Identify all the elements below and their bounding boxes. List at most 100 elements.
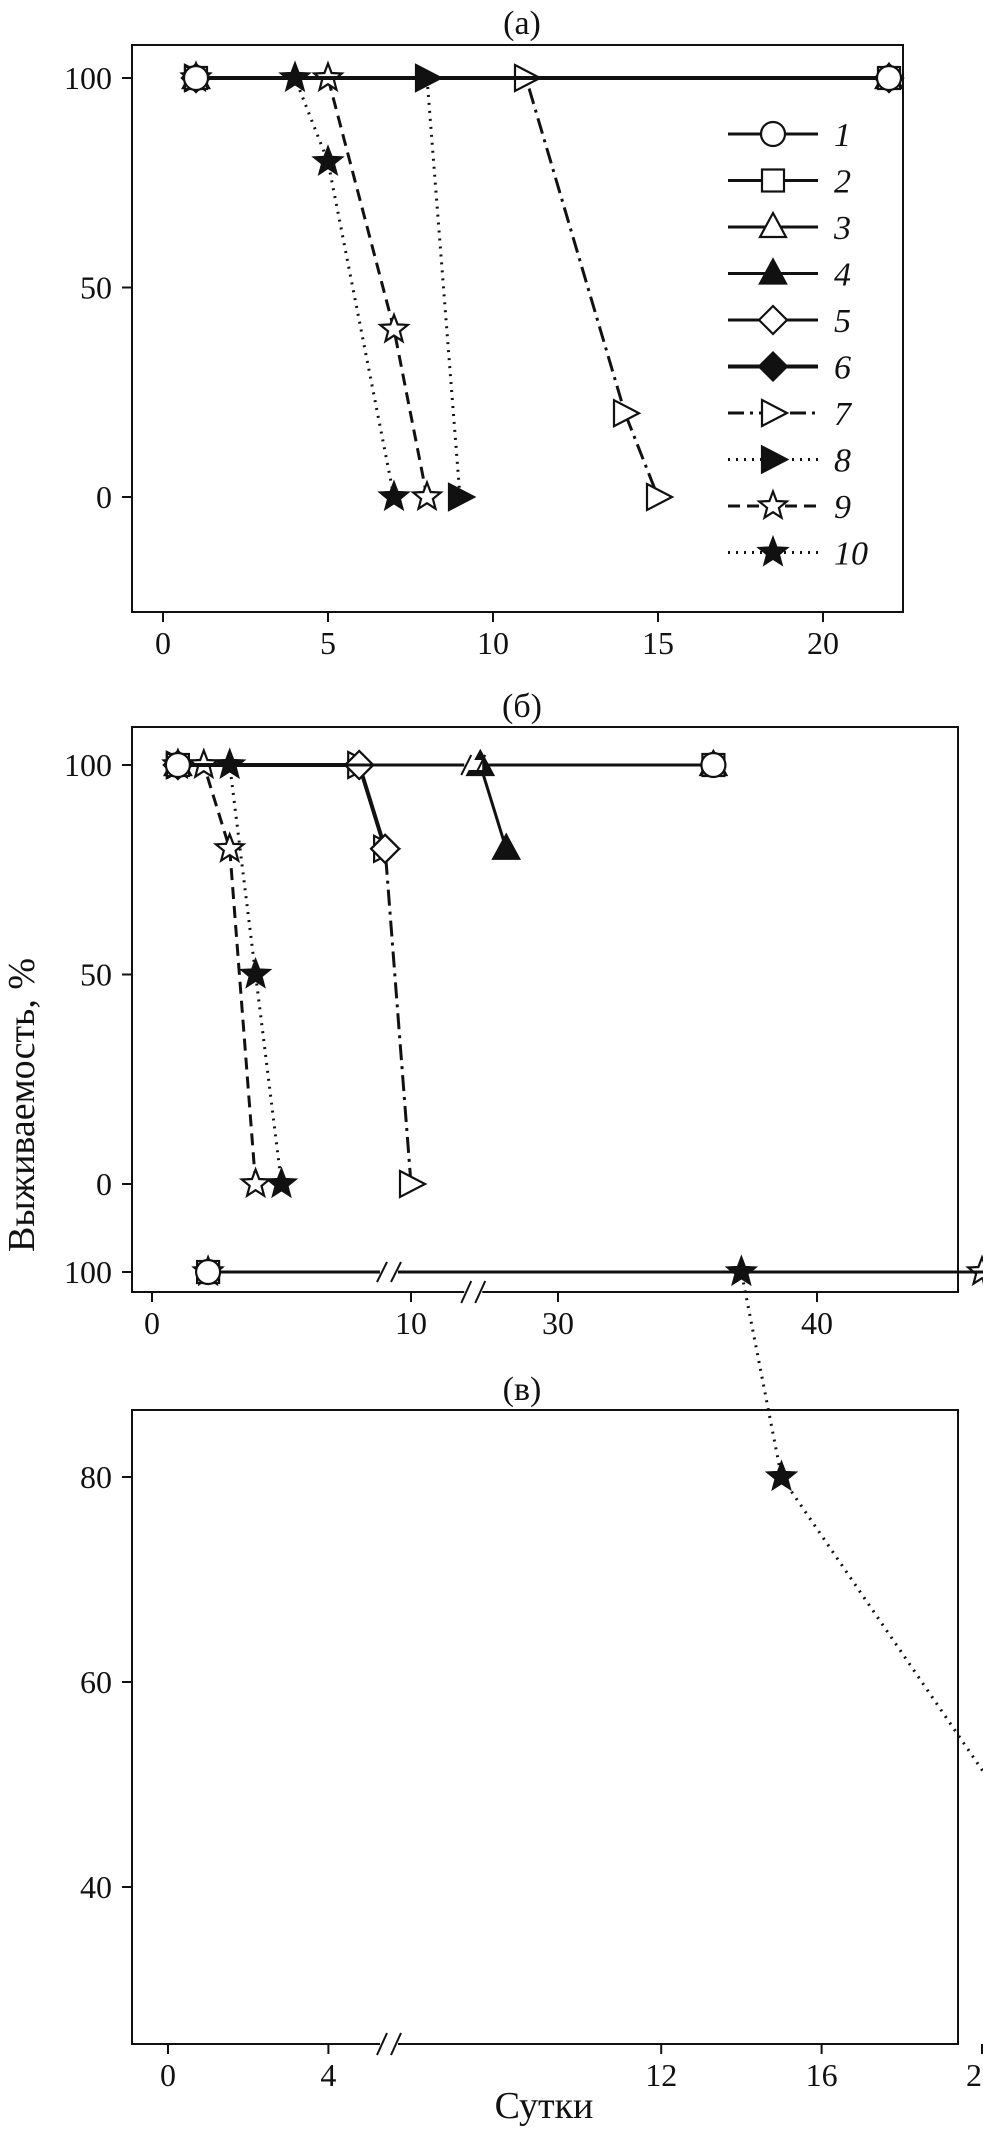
legend-marker-9 bbox=[756, 488, 790, 521]
panel-a-series-10 bbox=[179, 60, 411, 512]
panel-b-series-7-line bbox=[177, 763, 413, 1185]
legend-marker-5 bbox=[757, 304, 789, 336]
panel-b-line-break bbox=[460, 754, 487, 776]
panel-b-x-tick-label: 30 bbox=[542, 1305, 574, 1341]
panel-c-series-1 bbox=[195, 1258, 983, 1286]
legend-label-8: 8 bbox=[834, 443, 851, 480]
panel-c-frame bbox=[131, 1409, 959, 2045]
panel-c-series-9-line bbox=[208, 1270, 983, 1285]
panel-b-series-1-point bbox=[164, 751, 191, 779]
panel-b-x-tick-label: 10 bbox=[395, 1305, 427, 1341]
panel-b-series-7-point bbox=[398, 1169, 428, 1199]
legend-label-5: 5 bbox=[834, 303, 851, 340]
legend-item-10: 10 bbox=[728, 534, 868, 573]
panel-a-series-1-point bbox=[875, 64, 903, 92]
panel-a-series-9-line bbox=[196, 76, 429, 498]
panel-b-series-1 bbox=[164, 751, 727, 779]
panel-b-y-tick-label: 100 bbox=[64, 747, 112, 783]
legend-marker-2 bbox=[760, 168, 786, 193]
panel-c-series-10-line bbox=[208, 1270, 983, 1774]
panel-a-y-tick-label: 100 bbox=[64, 60, 112, 96]
legend-item-7: 7 bbox=[728, 396, 853, 433]
panel-b-axes: 0 10 30 40 0 50 100 bbox=[64, 726, 959, 1341]
panel-a-series-10-point bbox=[311, 144, 345, 176]
panel-a-y-tick-label: 50 bbox=[80, 270, 112, 306]
panel-a-x-tick-label: 0 bbox=[155, 625, 171, 661]
panel-c-title: (в) bbox=[503, 1371, 542, 1408]
legend-label-10: 10 bbox=[834, 536, 868, 573]
panel-a-series-10-line bbox=[196, 76, 396, 498]
panel-b: (б) 0 10 30 40 0 50 100 bbox=[64, 688, 959, 1341]
panel-c-series bbox=[191, 1254, 983, 1774]
panel-b-x-tick-label: 0 bbox=[144, 1305, 160, 1341]
panel-a-series-8-point bbox=[447, 482, 477, 512]
panel-c-x-tick-label: 4 bbox=[320, 2057, 336, 2093]
legend-label-7: 7 bbox=[834, 396, 853, 433]
legend-item-4: 4 bbox=[728, 257, 851, 294]
panel-b-series-10-point bbox=[238, 956, 273, 989]
panel-a-series-9 bbox=[179, 60, 444, 512]
legend-item-6: 6 bbox=[728, 350, 851, 387]
panel-c-x-tick-label: 12 bbox=[645, 2057, 677, 2093]
panel-b-series-9-point bbox=[238, 1166, 273, 1199]
panel-c-axes: 0412162024406080100 bbox=[64, 1254, 983, 2093]
panel-b-y-tick-label: 50 bbox=[80, 957, 112, 993]
panel-c-x-tick-label: 16 bbox=[806, 2057, 838, 2093]
legend-item-1: 1 bbox=[728, 117, 851, 154]
legend-item-5: 5 bbox=[728, 303, 851, 340]
legend-label-3: 3 bbox=[833, 210, 851, 247]
panel-c-series-10 bbox=[191, 1254, 983, 1774]
panel-b-series-1-point bbox=[700, 751, 727, 779]
legend-item-9: 9 bbox=[728, 488, 851, 526]
panel-c-x-tick-label: 20 bbox=[966, 2057, 983, 2093]
panel-b-y-tick-label: 0 bbox=[96, 1166, 112, 1202]
x-axis-title: Сутки bbox=[495, 2085, 594, 2127]
legend-marker-8 bbox=[760, 444, 790, 475]
legend-marker-4 bbox=[758, 257, 788, 285]
panel-c-y-tick-label: 60 bbox=[80, 1664, 112, 1700]
panel-b-series-5-point bbox=[369, 833, 401, 865]
legend: 1 2 3 4 5 6 7 8 9 10 bbox=[728, 117, 868, 573]
panel-b-x-tick-label: 40 bbox=[801, 1305, 833, 1341]
legend-marker-7 bbox=[760, 398, 790, 428]
panel-a-x-tick-label: 15 bbox=[642, 625, 674, 661]
panel-c-y-tick-label: 80 bbox=[80, 1459, 112, 1495]
panel-b-frame bbox=[131, 726, 959, 1293]
panel-c-y-tick-label: 40 bbox=[80, 1869, 112, 1905]
panel-c: (в) 0412162024406080100 bbox=[64, 1254, 983, 2093]
legend-label-6: 6 bbox=[834, 350, 851, 387]
panel-b-series-4-point bbox=[491, 832, 522, 860]
panel-b-series-9-line bbox=[177, 763, 258, 1185]
panel-a-series-7 bbox=[183, 63, 675, 512]
panel-b-series-9-point bbox=[212, 831, 247, 863]
panel-a-x-tick-label: 5 bbox=[320, 625, 336, 661]
legend-marker-3 bbox=[758, 210, 788, 239]
legend-label-4: 4 bbox=[834, 257, 851, 294]
legend-marker-6 bbox=[757, 350, 789, 383]
panel-a-series-7-point bbox=[645, 482, 675, 512]
panel-b-series-10-point bbox=[264, 1166, 299, 1199]
panel-b-series-10-line bbox=[177, 763, 283, 1185]
panel-c-line-break bbox=[376, 1261, 402, 1283]
panel-b-title: (б) bbox=[502, 688, 542, 725]
legend-label-2: 2 bbox=[834, 164, 851, 201]
panel-b-x-axis-break bbox=[460, 1280, 487, 1304]
panel-c-series-10-point bbox=[764, 1459, 799, 1492]
panel-b-series-10 bbox=[161, 747, 299, 1199]
legend-marker-1 bbox=[759, 120, 787, 148]
panel-c-x-tick-label: 0 bbox=[160, 2057, 176, 2093]
panel-a-series-10-point bbox=[377, 479, 411, 512]
legend-item-2: 2 bbox=[728, 164, 851, 201]
legend-item-8: 8 bbox=[728, 443, 851, 480]
panel-a-series-1-point bbox=[182, 64, 210, 92]
panel-a-series bbox=[179, 60, 905, 512]
panel-a-series-7-line bbox=[196, 76, 660, 498]
panel-b-series-7 bbox=[165, 750, 428, 1199]
panel-a-series-8-line bbox=[196, 76, 462, 498]
panel-a-series-7-point bbox=[612, 398, 642, 429]
panel-a-series-9-point bbox=[410, 479, 444, 512]
legend-item-3: 3 bbox=[728, 210, 851, 247]
